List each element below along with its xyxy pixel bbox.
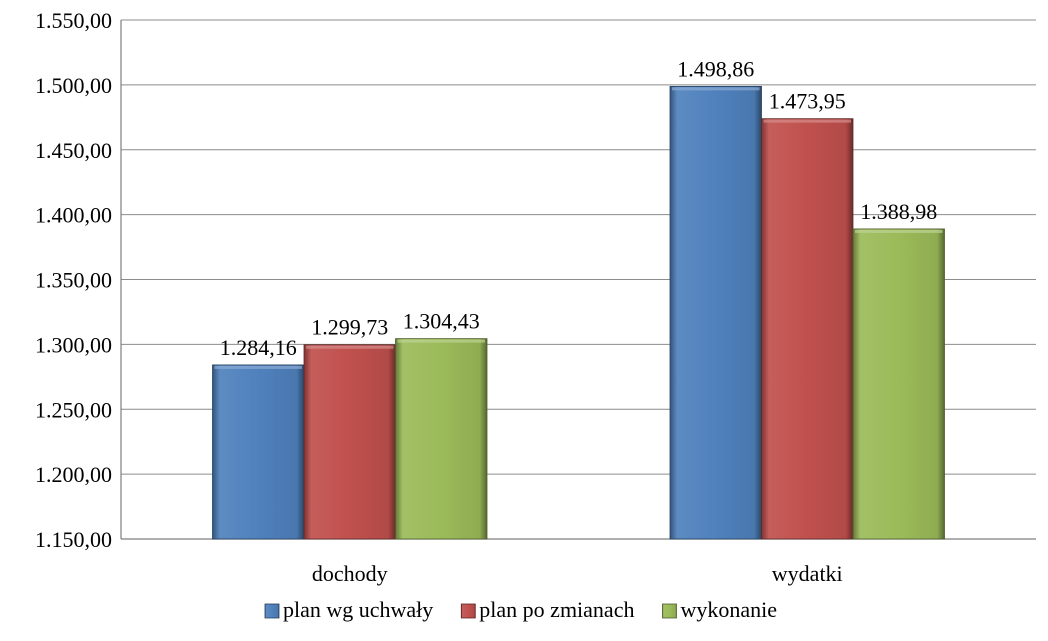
bar-dochody-1 bbox=[303, 344, 396, 540]
data-label: 1.473,95 bbox=[769, 89, 846, 114]
bar-highlight bbox=[306, 345, 394, 349]
bar-dochody-0 bbox=[212, 364, 305, 540]
y-tick-label: 1.300,00 bbox=[35, 332, 112, 357]
x-axis-categories: dochody wydatki bbox=[312, 561, 843, 586]
y-tick-label: 1.350,00 bbox=[35, 268, 112, 293]
y-tick-label: 1.550,00 bbox=[35, 8, 112, 33]
bar-dochody-2 bbox=[395, 338, 488, 540]
y-tick-label: 1.200,00 bbox=[35, 462, 112, 487]
data-label: 1.304,43 bbox=[403, 309, 480, 334]
bar-highlight bbox=[855, 229, 943, 233]
y-tick-label: 1.400,00 bbox=[35, 203, 112, 228]
data-label: 1.498,86 bbox=[677, 56, 754, 81]
y-tick-label: 1.500,00 bbox=[35, 73, 112, 98]
y-tick-label: 1.450,00 bbox=[35, 138, 112, 163]
legend-label: plan po zmianach bbox=[479, 597, 634, 622]
bar-wydatki-2 bbox=[852, 228, 945, 540]
legend-swatch bbox=[264, 603, 280, 619]
bar-wydatki-1 bbox=[761, 118, 854, 540]
category-label: dochody bbox=[312, 561, 388, 586]
legend: plan wg uchwały plan po zmianach wykonanie bbox=[264, 597, 777, 622]
data-labels: 1.284,16 1.299,73 1.304,43 1.498,86 1.473,95… bbox=[220, 56, 938, 360]
bar-highlight bbox=[672, 87, 760, 91]
data-label: 1.299,73 bbox=[311, 315, 388, 340]
y-axis-ticks: 1.150,00 1.200,00 1.250,00 1.300,00 1.350,00… bbox=[35, 8, 112, 552]
bar-highlight bbox=[214, 365, 302, 369]
data-label: 1.388,98 bbox=[860, 199, 937, 224]
category-label: wydatki bbox=[772, 561, 843, 586]
y-tick-label: 1.250,00 bbox=[35, 397, 112, 422]
legend-label: plan wg uchwały bbox=[283, 597, 433, 622]
legend-swatch bbox=[460, 603, 476, 619]
bar-highlight bbox=[397, 339, 485, 343]
bar-wydatki-0 bbox=[669, 85, 762, 540]
data-label: 1.284,16 bbox=[220, 335, 297, 360]
y-tick-label: 1.150,00 bbox=[35, 527, 112, 552]
bars bbox=[212, 85, 945, 540]
legend-swatch bbox=[662, 603, 677, 619]
bar-highlight bbox=[763, 119, 851, 123]
legend-label: wykonanie bbox=[680, 597, 777, 622]
